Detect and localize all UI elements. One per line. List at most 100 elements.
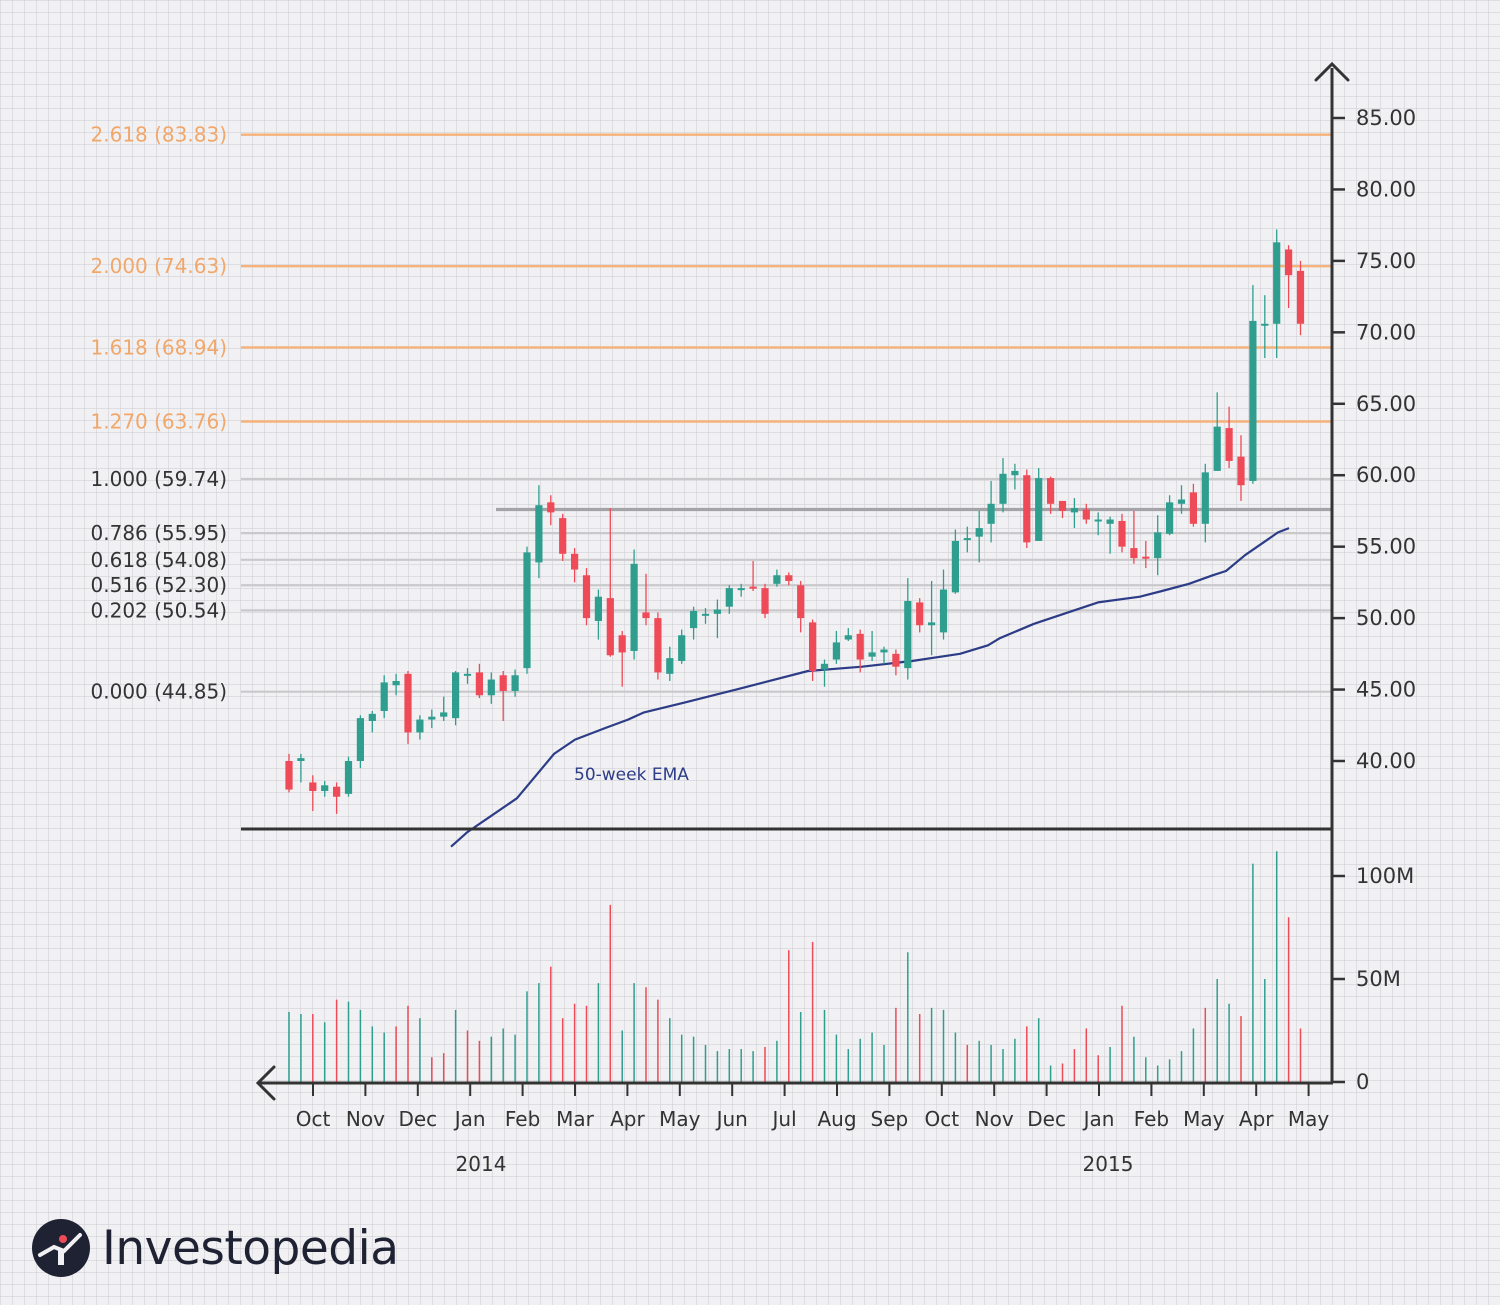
price-tick-label: 55.00 [1356,535,1416,559]
candle [1082,503,1090,524]
fib-level-label: 2.000 (74.63) [91,254,227,278]
price-tick-label: 70.00 [1356,320,1416,344]
candle [1070,498,1078,529]
month-label: Feb [505,1107,540,1131]
brand-logo: Investopedia [30,1213,399,1283]
axis-labels: 85.00 80.00 75.00 70.00 65.00 60.00 55.00 50.00… [296,106,1416,1176]
candle [809,619,817,681]
axes [241,61,1350,1101]
candle [309,775,317,812]
candle [939,569,948,640]
candle [963,526,971,553]
candle-body [999,473,1007,504]
candle-body [356,718,364,761]
candle-body [1130,548,1138,559]
candlesticks [285,229,1305,814]
volume-tick-label: 50M [1356,967,1401,991]
candle-body [797,585,805,619]
candle [1011,463,1019,490]
candle-body [1285,249,1293,276]
candle [1189,483,1197,527]
brand-name: Investopedia [102,1220,399,1276]
fib-level-label: 1.000 (59.74) [91,467,227,491]
month-label: Jan [453,1107,486,1131]
candle-body [892,653,900,667]
candle [987,480,995,543]
candle [725,585,733,614]
candle-body [690,610,698,629]
candle-body [975,528,983,537]
candle [475,663,483,699]
candle [571,548,579,583]
candle [832,630,840,664]
candle-body [963,538,971,541]
candle [1285,245,1293,309]
candle-body [440,712,448,717]
y-axis-arrow-icon [1314,61,1350,82]
candle-body [773,575,781,584]
candle-body [844,635,852,640]
candle-body [1082,509,1090,520]
month-label: Feb [1134,1107,1169,1131]
candle [916,598,924,633]
candle [321,781,329,797]
candle [999,458,1007,513]
ema-line [450,527,1290,848]
candle-body [1273,242,1281,324]
candle [1106,516,1114,554]
month-label: Mar [556,1107,595,1131]
candle-body [713,609,721,614]
candle-body [1106,519,1114,524]
candle [559,513,567,561]
candle-body [928,622,936,626]
month-label: Nov [975,1107,1014,1131]
price-tick-label: 45.00 [1356,678,1416,702]
candle [297,753,305,783]
candle-body [1249,320,1257,481]
candle-body [475,672,483,696]
candle [737,583,745,597]
volume-tick-label: 100M [1356,864,1414,888]
candle-body [1296,270,1305,324]
candle [547,495,555,526]
candle [785,572,793,586]
candle [630,549,638,660]
candle [452,670,460,726]
candle [904,578,912,680]
candle-body [1011,470,1019,476]
month-label: Jun [715,1107,748,1131]
candle [773,569,781,587]
candle-body [463,673,472,676]
candle [1118,513,1126,553]
candle-body [630,563,638,651]
price-tick-label: 50.00 [1356,606,1416,630]
candle [666,646,674,681]
candle-body [1058,500,1067,511]
candle [713,599,721,639]
month-label: Apr [610,1107,645,1131]
candle [333,782,341,814]
candle-body [1094,519,1102,522]
candle-body [761,588,769,614]
candle-body [1154,532,1162,559]
candle-body [559,518,567,554]
candle [820,659,829,687]
month-label: Dec [1027,1107,1066,1131]
candle-body [416,719,424,733]
candle [1142,540,1150,569]
fib-level-label: 0.618 (54.08) [91,548,227,572]
candle [487,672,495,704]
fib-level-label: 0.202 (50.54) [91,598,227,622]
candle-body [297,758,305,761]
candle-body [868,652,876,657]
candle-body [428,716,436,720]
candle [356,715,364,769]
candle [642,573,650,626]
price-tick-label: 40.00 [1356,749,1416,773]
candle [1023,469,1031,549]
candle [951,529,959,594]
candle-body [1177,499,1186,504]
candle-body [749,586,757,589]
candle-body [321,785,329,792]
candle [618,630,626,687]
